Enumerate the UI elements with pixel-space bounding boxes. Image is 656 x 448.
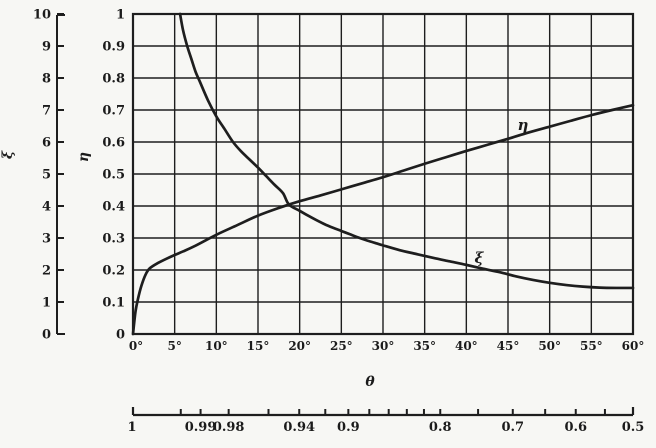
theta-tick-label: 60° [622,339,645,353]
eta-axis-letter: η [76,152,92,162]
xi-tick-label: 0 [42,328,51,343]
xi-tick-label: 6 [42,136,51,151]
cos-theta-scale-bar [131,407,635,417]
theta-axis-label: θ [365,374,375,390]
eta-curve-label: η [518,116,529,134]
theta-tick-label: 40° [455,339,478,353]
xi-tick-label: 10 [33,8,51,23]
theta-tick-label: 15° [247,339,270,353]
eta-tick-label: 0.6 [102,136,125,151]
xi-tick-label: 8 [42,72,51,87]
theta-tick-label: 30° [372,339,395,353]
eta-tick-label: 0.5 [102,168,125,183]
xi-tick-label: 5 [42,168,51,183]
theta-tick-label: 35° [413,339,436,353]
theta-tick-label: 10° [205,339,228,353]
xi-curve [178,12,635,290]
theta-tick-label: 20° [288,339,311,353]
xi-tick-label: 9 [42,40,51,55]
eta-tick-label: 0.7 [102,104,125,119]
eta-tick-label: 0.3 [102,232,125,247]
xi-tick-label: 1 [42,296,51,311]
xi-tick-label: 3 [42,232,51,247]
plot-border [131,12,635,336]
grid [132,13,634,335]
theta-tick-label: 0° [129,339,143,353]
cos-scale-label: 0.7 [501,420,524,435]
cos-scale-label: 0.6 [564,420,587,435]
xi-tick-label: 2 [42,264,51,279]
cos-scale-label: 0.9 [337,420,360,435]
xi-tick-label: 7 [42,104,51,119]
xi-curve-label: ξ [475,249,485,267]
cos-scale-label: 1 [127,420,136,435]
xi-axis-letter: ξ [0,150,16,159]
cos-scale-label: 0.8 [429,420,452,435]
theta-tick-label: 55° [580,339,603,353]
theta-tick-label: 45° [497,339,520,353]
eta-tick-label: 0.4 [102,200,125,215]
theta-tick-label: 5° [167,339,181,353]
theta-tick-label: 50° [538,339,561,353]
eta-tick-label: 0.2 [102,264,125,279]
xi-scale-bar [56,13,65,335]
cos-scale-label: 0.94 [283,420,315,435]
eta-tick-label: 0.1 [102,296,125,311]
cos-scale-label: 0.99 [185,420,217,435]
eta-tick-label: 0 [116,328,125,343]
eta-curve [131,103,635,336]
eta-tick-label: 0.9 [102,40,125,55]
cos-scale-label: 0.5 [622,420,645,435]
theta-tick-label: 25° [330,339,353,353]
eta-tick-label: 1 [116,8,125,23]
cos-scale-label: 0.98 [213,420,245,435]
xi-tick-label: 4 [42,200,51,215]
eta-tick-label: 0.8 [102,72,125,87]
